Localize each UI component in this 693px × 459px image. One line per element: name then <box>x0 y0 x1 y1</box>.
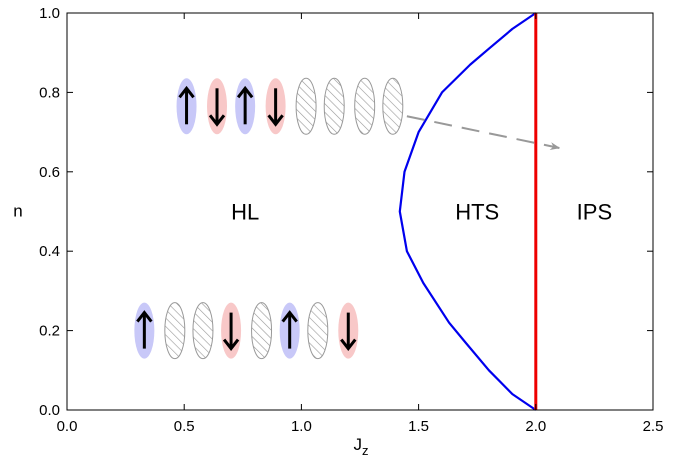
spin-arrow-head-down <box>208 114 226 127</box>
axis-ticks: 0.0 0.5 1.0 1.5 2.0 2.5 0.0 0.2 0.4 0.6 0.8 1.0 <box>39 5 663 435</box>
x-axis-label: Jz <box>354 435 369 458</box>
site-empty <box>251 302 273 360</box>
region-label: HTS <box>455 200 499 225</box>
x-tick-label: 2.5 <box>643 418 664 435</box>
spin-arrow-head-up <box>236 85 254 99</box>
site-empty <box>192 302 214 360</box>
site-empty <box>354 77 376 135</box>
x-axis-label-subscript: z <box>362 443 369 458</box>
series-line-0 <box>398 12 537 411</box>
x-tick-label: 0.5 <box>174 418 195 435</box>
x-tick-label: 2.0 <box>525 418 546 435</box>
site-empty <box>323 77 345 135</box>
y-tick-label: 0.0 <box>39 402 60 419</box>
y-tick-label: 0.6 <box>39 164 60 181</box>
site-empty <box>295 77 317 135</box>
spin-arrow-head-down <box>267 114 284 127</box>
spin-arrow-head-up <box>281 310 298 323</box>
phase-boundaries <box>398 12 538 411</box>
spin-arrow-head-up <box>136 310 153 323</box>
x-tick-label: 1.0 <box>291 418 312 435</box>
region-label: IPS <box>577 200 612 225</box>
spin-chains <box>134 77 404 360</box>
x-tick-label: 0.0 <box>57 418 78 435</box>
spin-arrow-head-down <box>340 338 357 352</box>
y-tick-label: 0.4 <box>39 243 60 260</box>
y-tick-label: 1.0 <box>39 5 60 22</box>
y-axis-label: n <box>13 202 22 221</box>
site-empty <box>164 302 186 360</box>
y-tick-label: 0.8 <box>39 84 60 101</box>
spin-arrow-head-up <box>178 85 195 99</box>
dashed-arrow <box>406 115 561 151</box>
spin-arrow-head-down <box>222 338 240 352</box>
region-labels: HL HTS IPS <box>231 200 612 225</box>
x-tick-label: 1.5 <box>408 418 429 435</box>
plot-frame <box>66 12 654 411</box>
x-axis-label-main: J <box>354 435 363 454</box>
region-label: HL <box>231 200 259 225</box>
y-tick-label: 0.2 <box>39 323 60 340</box>
site-empty <box>382 77 404 135</box>
site-empty <box>307 302 329 360</box>
